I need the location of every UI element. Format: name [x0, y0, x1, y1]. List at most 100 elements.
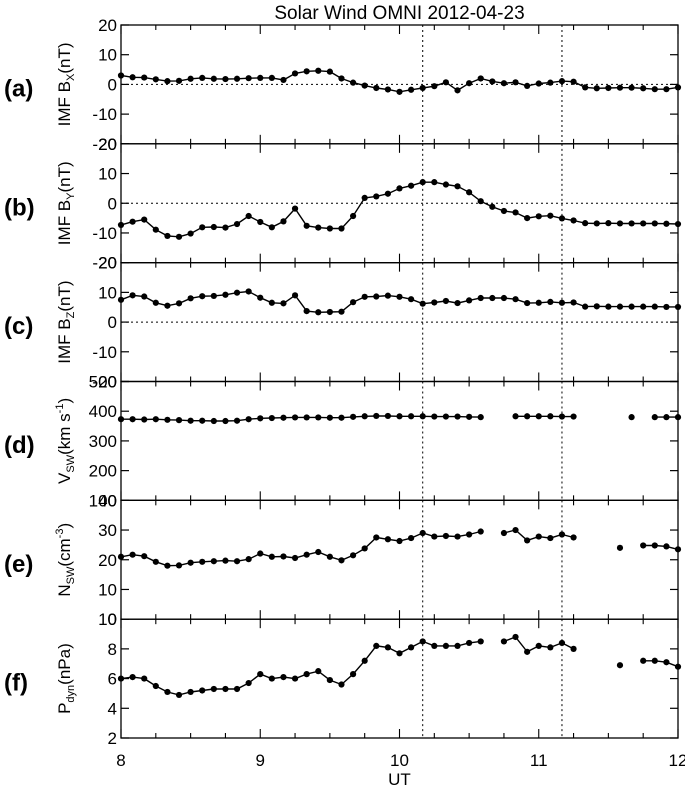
data-point [175, 300, 183, 307]
data-point [361, 413, 368, 420]
data-point [152, 416, 159, 423]
x-axis-label: UT [388, 770, 411, 789]
data-point [663, 303, 670, 311]
data-point [500, 80, 508, 87]
panel-frame [120, 24, 679, 145]
data-point [651, 542, 658, 549]
data-point [233, 220, 241, 228]
data-point [175, 77, 183, 84]
x-tick-label: 10 [390, 751, 409, 770]
data-point [547, 413, 554, 420]
data-point [268, 74, 275, 81]
data-point [384, 536, 392, 543]
data-point [280, 414, 287, 421]
data-point [616, 303, 624, 310]
data-point [535, 299, 542, 306]
data-point [651, 414, 658, 421]
data-point [558, 215, 566, 222]
data-point [233, 289, 241, 296]
y-tick-label: 500 [89, 373, 117, 392]
data-point [454, 299, 461, 307]
data-point [419, 413, 426, 420]
y-tick-label: 20 [98, 135, 117, 154]
data-point [500, 638, 508, 645]
y-tick-label: 4 [108, 699, 117, 718]
data-point [280, 553, 287, 560]
data-point [582, 84, 589, 91]
data-point [338, 557, 345, 564]
data-point [349, 299, 357, 306]
panel-letter: (f) [4, 670, 28, 697]
data-point [663, 220, 670, 227]
data-point [164, 688, 171, 696]
y-tick-label: -10 [92, 343, 117, 362]
data-point [477, 414, 484, 421]
panel-3: 20 10 0 -10 -20 (c) IMF BZ(nT) [4, 254, 682, 392]
data-point [512, 526, 519, 534]
data-point [454, 642, 461, 650]
data-point [396, 293, 403, 300]
data-point [489, 294, 496, 302]
data-point [605, 84, 612, 92]
x-tick-label: 9 [256, 751, 265, 770]
data-point [628, 84, 635, 91]
data-point [233, 75, 241, 82]
data-point [175, 691, 183, 699]
data-point [338, 681, 345, 688]
x-tick-label: 8 [116, 751, 125, 770]
data-point [419, 529, 426, 537]
data-point [257, 218, 264, 226]
data-point [315, 67, 322, 74]
data-point [640, 303, 647, 310]
data-point [407, 534, 415, 542]
data-point [454, 87, 461, 94]
data-point [558, 639, 566, 647]
data-point [303, 414, 310, 421]
data-point [524, 299, 531, 307]
data-point [628, 414, 635, 421]
data-point [338, 75, 345, 82]
data-point [674, 303, 682, 311]
data-point [117, 675, 125, 682]
data-point [674, 84, 682, 91]
data-point [245, 556, 252, 563]
data-point [407, 182, 415, 189]
data-point [199, 293, 206, 300]
data-point [419, 638, 426, 645]
panel-1: 20 10 0 -10 -20 (a) IMF BX(nT) [4, 16, 682, 154]
data-point [419, 179, 426, 186]
y-tick-label: 0 [108, 313, 117, 332]
data-point [547, 644, 554, 651]
data-point [651, 86, 658, 93]
panel-letter: (c) [4, 313, 33, 340]
data-point [141, 216, 148, 223]
panel-letter: (d) [4, 432, 35, 459]
y-tick-label: 0 [108, 194, 117, 213]
data-point [396, 185, 403, 192]
data-point [338, 308, 345, 315]
data-point [349, 671, 357, 678]
data-point [233, 417, 241, 424]
data-point [524, 82, 531, 90]
y-axis-label: IMF BY(nT) [55, 161, 77, 245]
data-point [500, 294, 508, 302]
panel-frame [120, 618, 679, 739]
data-point [187, 75, 194, 82]
panel-letter: (b) [4, 194, 35, 221]
data-point [512, 633, 519, 641]
data-point [222, 291, 229, 298]
data-point [640, 220, 647, 227]
y-axis-label: Pdyn(nPa) [55, 643, 77, 714]
data-point [616, 220, 624, 227]
data-point [303, 222, 310, 229]
y-axis-label: IMF BX(nT) [55, 42, 77, 126]
data-point [257, 415, 264, 422]
data-point [442, 297, 450, 305]
data-point [373, 642, 380, 650]
data-point [326, 676, 333, 684]
panel-letter: (e) [4, 551, 33, 578]
data-point [651, 220, 658, 227]
y-tick-label: -20 [92, 373, 117, 392]
data-point [175, 562, 183, 569]
data-point [373, 84, 380, 92]
